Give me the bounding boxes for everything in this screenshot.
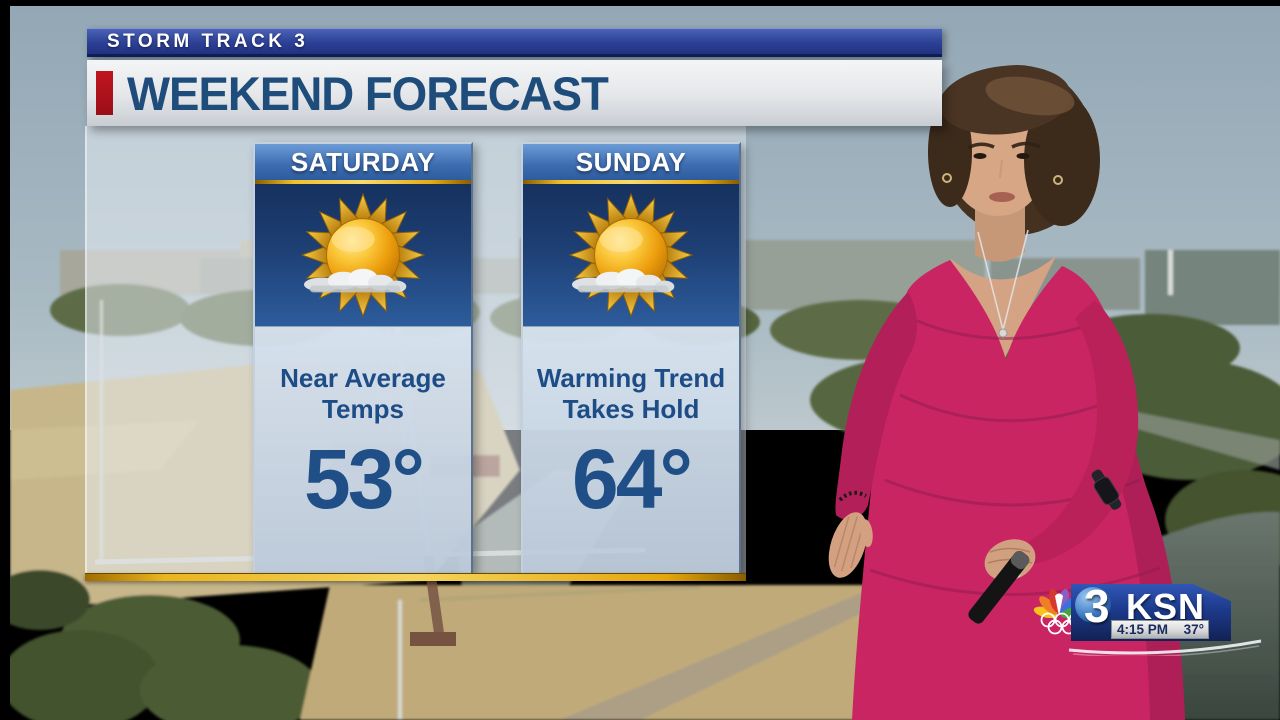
day-name: SUNDAY bbox=[575, 146, 687, 177]
panel-bottom-gold-bar bbox=[85, 573, 746, 581]
forecast-card-saturday: SATURDAY Near Average Temps 53° bbox=[253, 142, 473, 573]
globe-icon bbox=[1075, 587, 1111, 623]
page-title: WEEKEND FORECAST bbox=[127, 66, 609, 120]
forecast-temp: 53° bbox=[303, 432, 425, 527]
station-bug: 3 KSN 4:15 PM 37° bbox=[1033, 584, 1265, 660]
day-header: SUNDAY bbox=[523, 144, 739, 180]
current-temp: 37° bbox=[1183, 622, 1204, 637]
time-temp-bar: 4:15 PM 37° bbox=[1111, 620, 1209, 639]
storm-track-bar: STORM TRACK 3 bbox=[87, 28, 942, 57]
forecast-info-zone: Near Average Temps 53° bbox=[255, 326, 471, 573]
forecast-temp: 64° bbox=[571, 432, 693, 527]
day-header: SATURDAY bbox=[255, 144, 471, 180]
sun-with-cloud-icon bbox=[294, 192, 432, 318]
gold-divider bbox=[523, 180, 739, 184]
forecast-card-sunday: SUNDAY Warming Trend Takes Hold 64° bbox=[521, 142, 741, 573]
storm-track-label: STORM TRACK 3 bbox=[107, 30, 309, 52]
station-panel: 3 KSN 4:15 PM 37° bbox=[1071, 584, 1231, 641]
red-accent-block bbox=[96, 71, 113, 115]
sun-with-cloud-icon bbox=[562, 192, 700, 318]
swoosh-underline bbox=[1068, 639, 1262, 656]
current-time: 4:15 PM bbox=[1117, 622, 1169, 637]
day-name: SATURDAY bbox=[290, 146, 436, 177]
letterbox-left-edge bbox=[0, 0, 10, 720]
gold-divider bbox=[255, 180, 471, 184]
forecast-summary: Near Average Temps bbox=[280, 363, 446, 424]
title-bar: WEEKEND FORECAST bbox=[87, 60, 942, 126]
channel-number: 3 bbox=[1084, 580, 1110, 632]
forecast-info-zone: Warming Trend Takes Hold 64° bbox=[523, 326, 739, 573]
olympic-rings-icon bbox=[1040, 612, 1084, 635]
letterbox-top-edge bbox=[0, 0, 1280, 6]
condition-icon-zone bbox=[255, 184, 471, 326]
forecast-summary: Warming Trend Takes Hold bbox=[536, 363, 726, 424]
condition-icon-zone bbox=[523, 184, 739, 326]
